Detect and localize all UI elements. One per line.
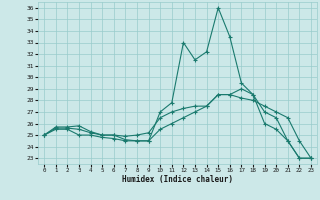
X-axis label: Humidex (Indice chaleur): Humidex (Indice chaleur) [122, 175, 233, 184]
